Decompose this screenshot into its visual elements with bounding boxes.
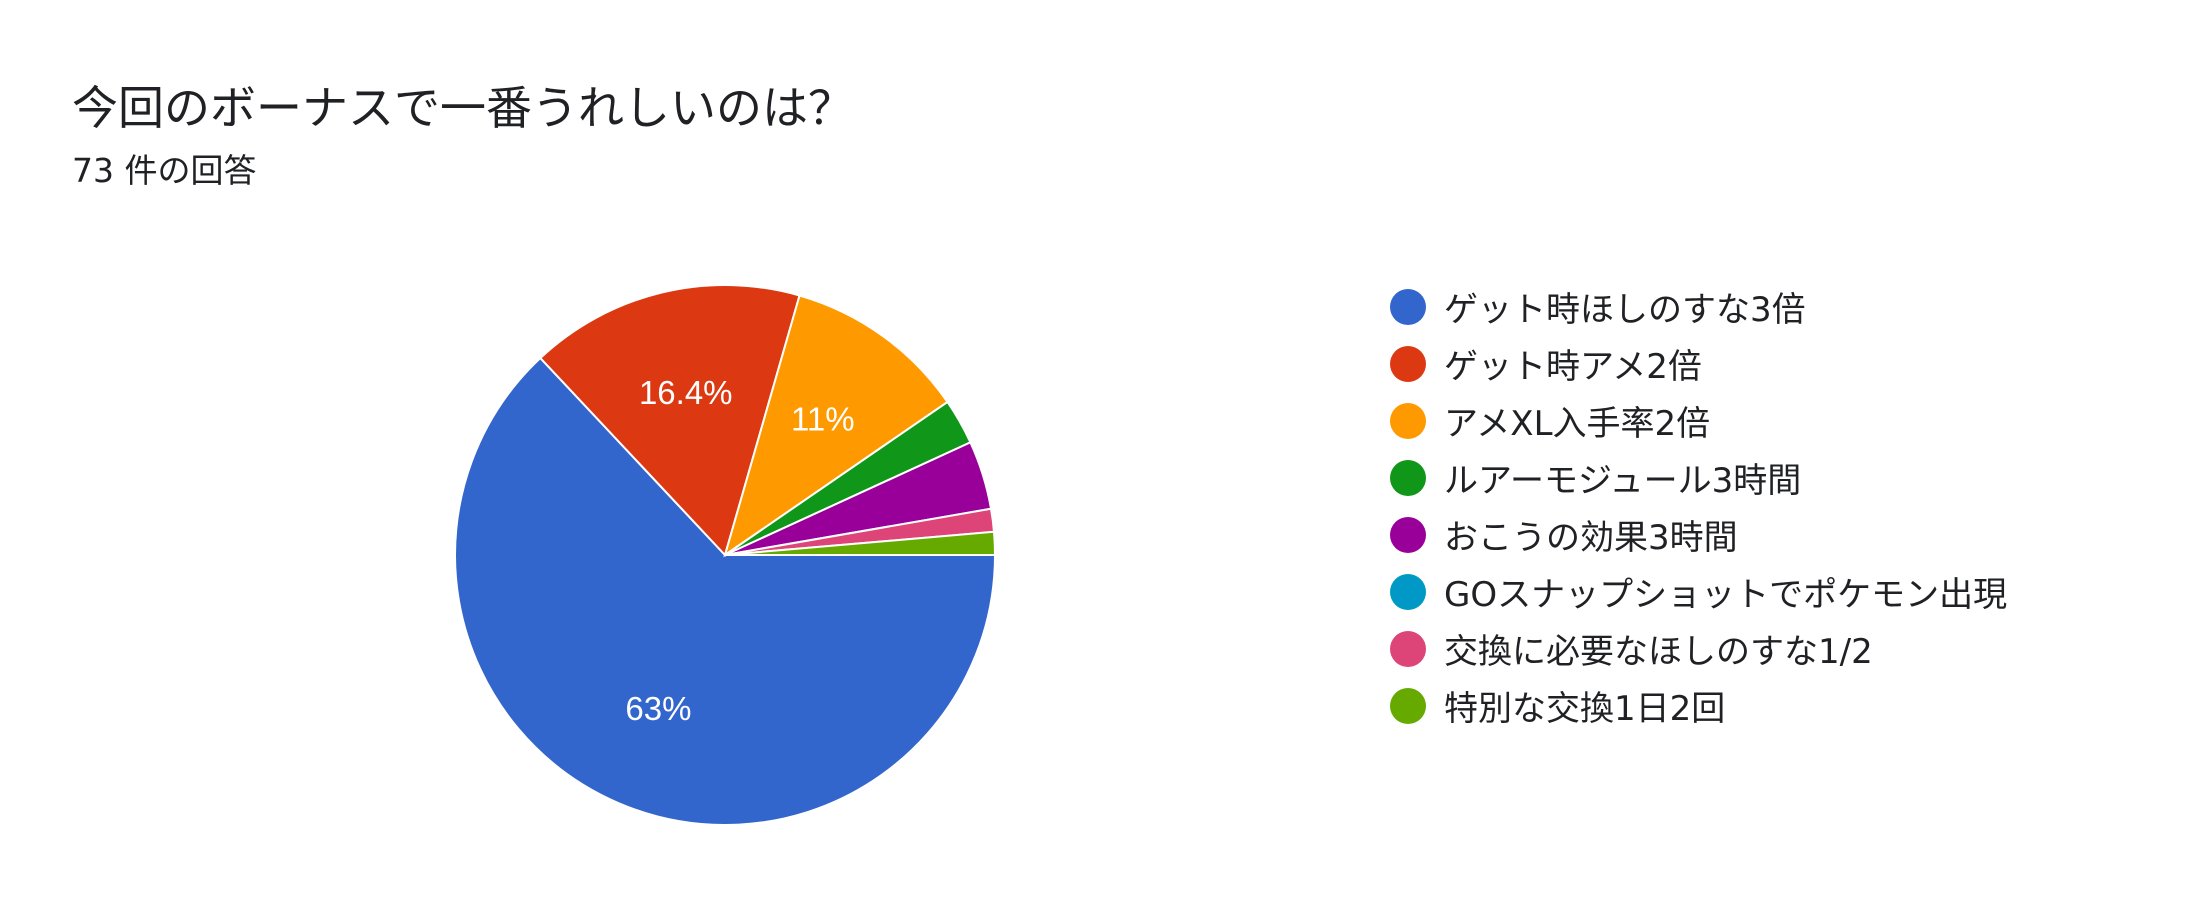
- pie-slice: [538, 284, 801, 557]
- slice-percent-label: 11%: [791, 401, 855, 438]
- legend-swatch: [1390, 345, 1426, 382]
- pie-slice: [724, 530, 997, 556]
- legend-label: GOスナップショットでポケモン出現: [1444, 575, 2008, 615]
- legend-label: 特別な交換1日2回: [1444, 689, 1726, 729]
- legend-swatch: [1390, 573, 1426, 610]
- chart-title: 今回のボーナスで一番うれしいのは？: [72, 81, 854, 135]
- legend-item: ゲット時アメ2倍: [1390, 335, 2007, 392]
- pie-labels: 63% 16.4% 11%: [625, 374, 854, 727]
- legend-item: ルアーモジュール3時間: [1390, 449, 2007, 506]
- response-count: 73 件の回答: [72, 151, 257, 190]
- legend-label: おこうの効果3時間: [1444, 518, 1738, 558]
- legend-swatch: [1390, 402, 1426, 439]
- pie-chart: 63% 16.4% 11%: [454, 284, 997, 826]
- legend-swatch: [1390, 630, 1426, 667]
- legend-label: アメXL入手率2倍: [1444, 404, 1711, 444]
- legend-swatch: [1390, 288, 1426, 325]
- legend-label: ゲット時ほしのすな3倍: [1444, 290, 1806, 330]
- legend-item: おこうの効果3時間: [1390, 506, 2007, 563]
- legend-item: ゲット時ほしのすな3倍: [1390, 278, 2007, 335]
- legend-item: 交換に必要なほしのすな1/2: [1390, 620, 2007, 677]
- legend-item: GOスナップショットでポケモン出現: [1390, 563, 2007, 620]
- slice-percent-label: 63%: [625, 690, 691, 727]
- legend-swatch: [1390, 687, 1426, 724]
- legend-item: アメXL入手率2倍: [1390, 392, 2007, 449]
- legend-item: 特別な交換1日2回: [1390, 677, 2007, 734]
- legend-swatch: [1390, 516, 1426, 553]
- pie-slice: [454, 356, 997, 826]
- pie-slice: [723, 294, 949, 558]
- legend-label: ゲット時アメ2倍: [1444, 347, 1702, 387]
- legend-swatch: [1390, 459, 1426, 496]
- legend-label: ルアーモジュール3時間: [1444, 461, 1802, 501]
- legend-label: 交換に必要なほしのすな1/2: [1444, 632, 1873, 672]
- chart-legend: ゲット時ほしのすな3倍 ゲット時アメ2倍 アメXL入手率2倍ルアーモジュール3時間お…: [1390, 278, 2007, 734]
- pie-slices: [454, 284, 997, 826]
- slice-percent-label: 16.4%: [639, 374, 733, 411]
